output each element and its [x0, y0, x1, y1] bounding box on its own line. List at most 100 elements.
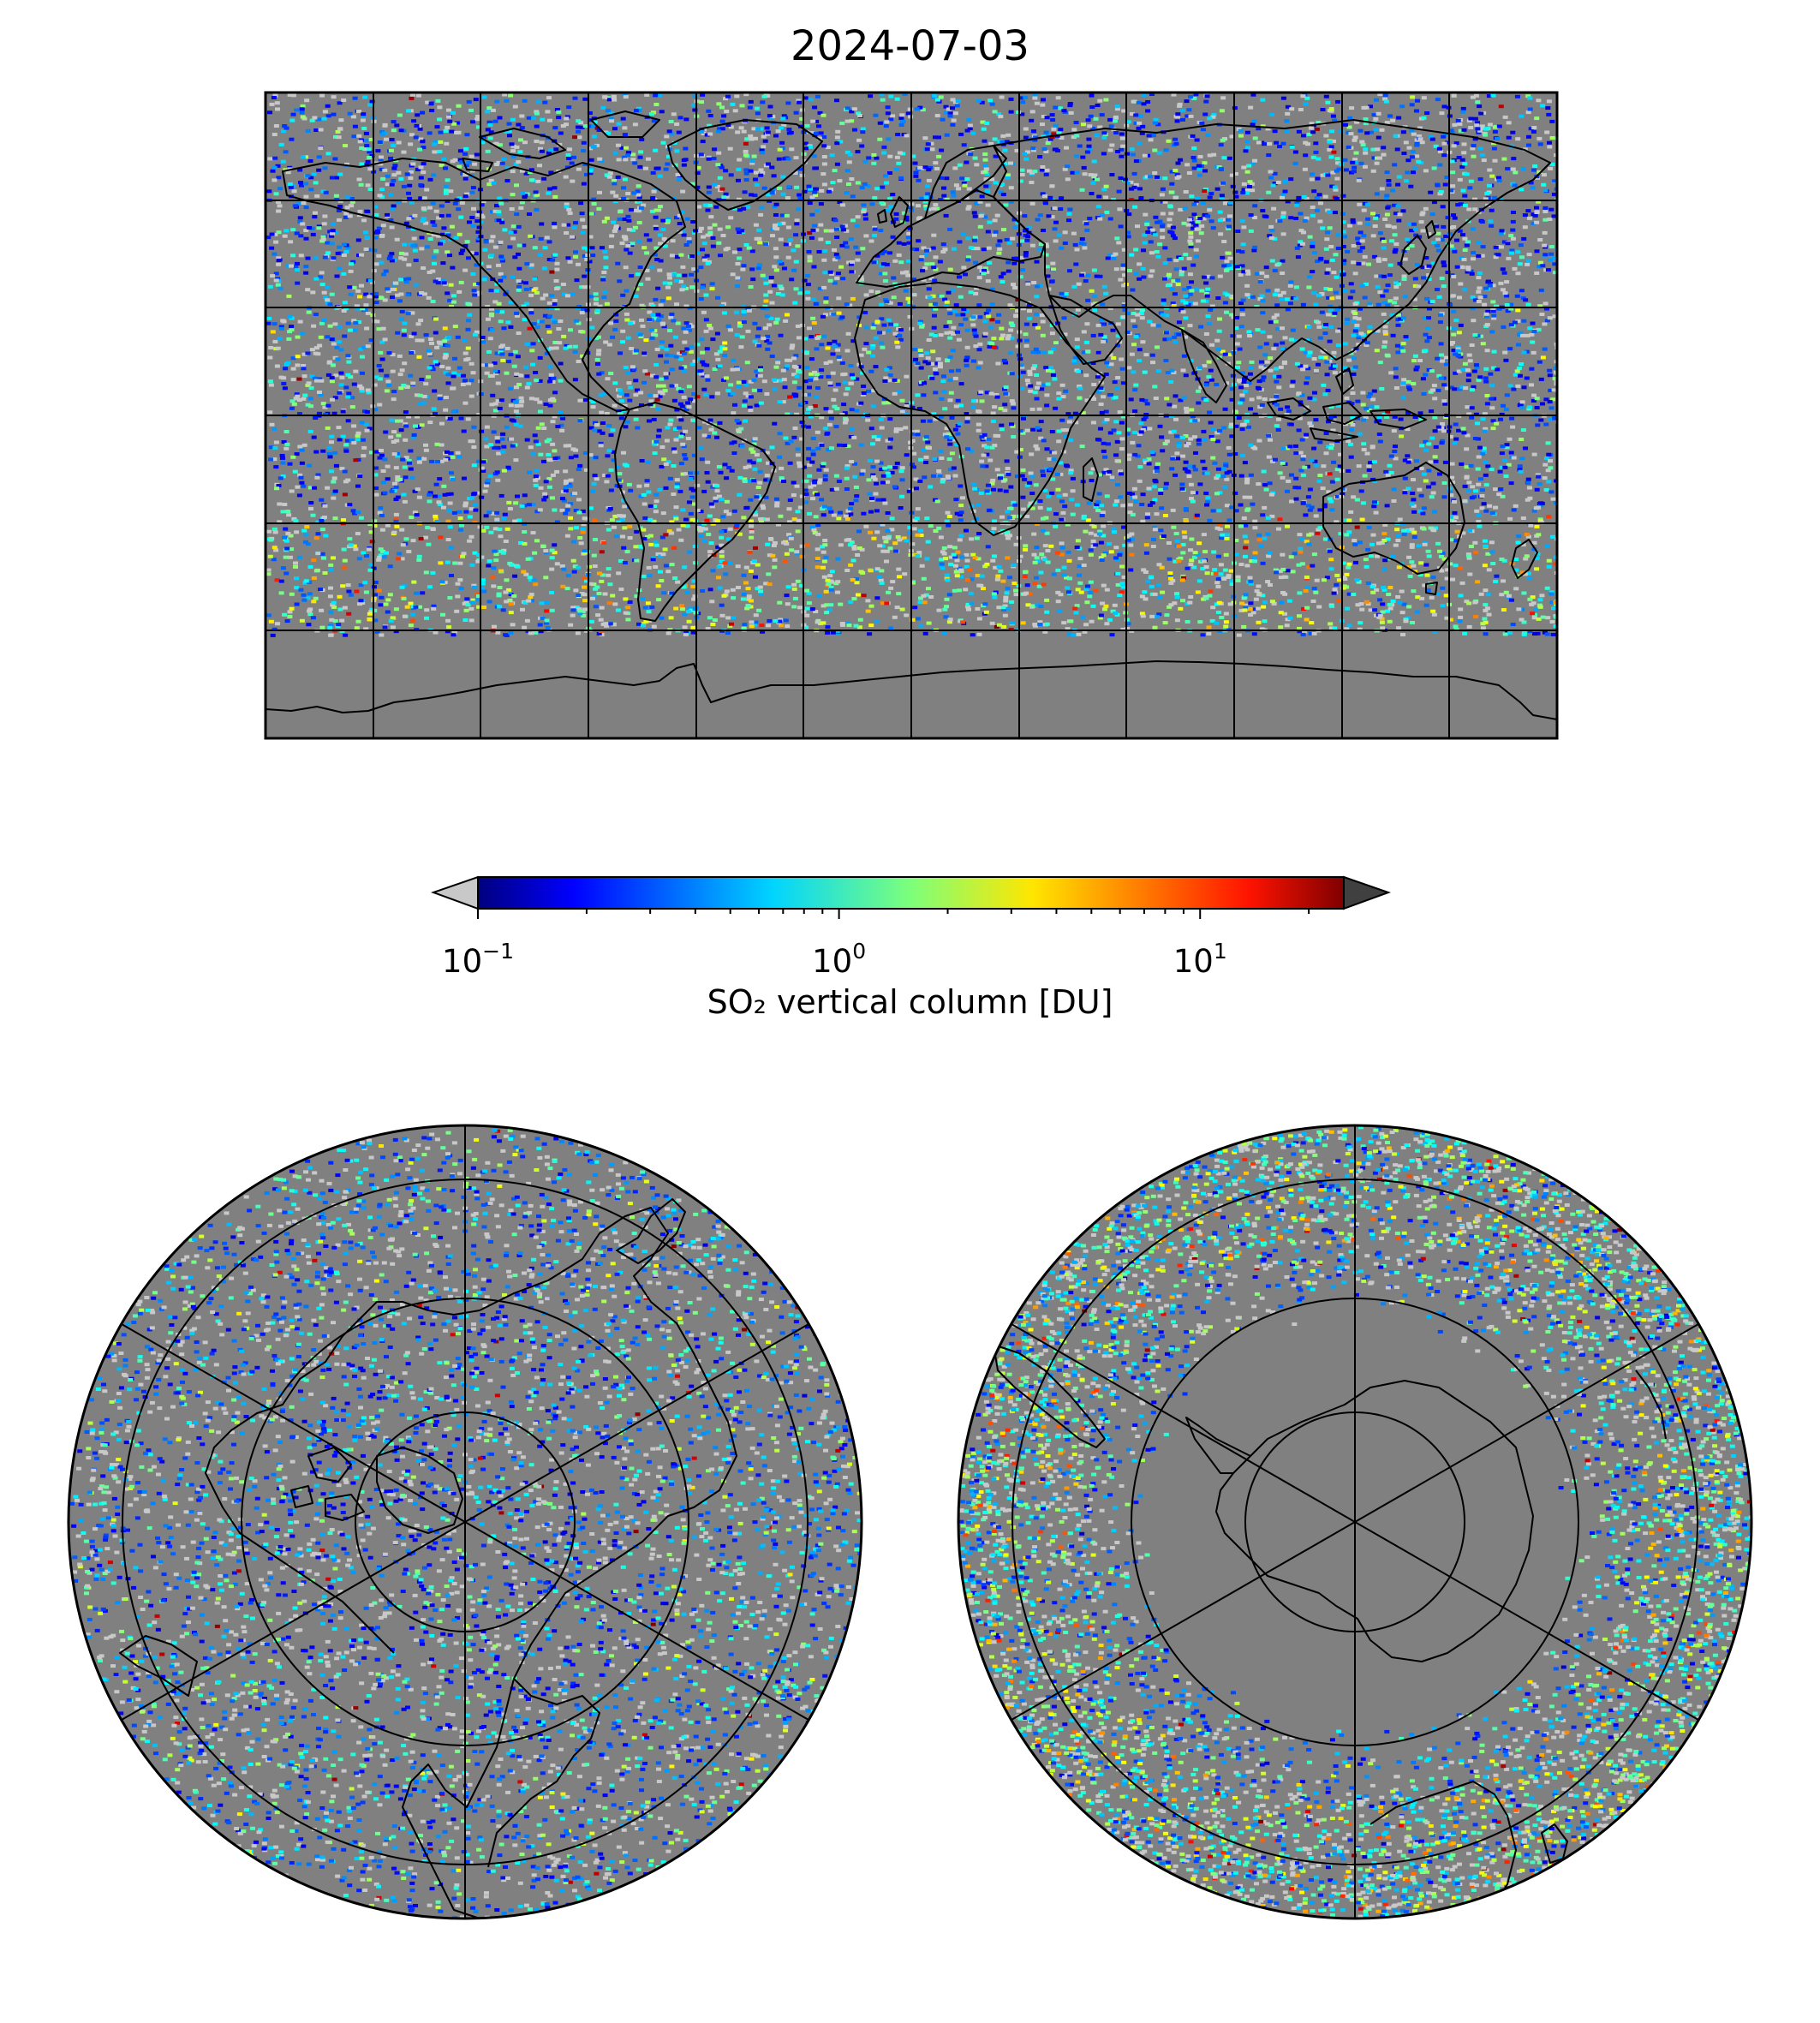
- so2-pixel: [479, 203, 485, 207]
- so2-pixel: [1013, 588, 1018, 593]
- so2-pixel: [1346, 592, 1352, 596]
- so2-pixel: [1147, 226, 1153, 230]
- so2-pixel: [758, 592, 764, 596]
- so2-pixel: [1506, 256, 1512, 260]
- so2-pixel: [276, 230, 282, 235]
- so2-pixel: [1004, 140, 1010, 144]
- so2-pixel: [501, 468, 507, 473]
- so2-pixel: [990, 411, 996, 415]
- so2-pixel: [1119, 136, 1125, 140]
- so2-pixel: [663, 376, 669, 380]
- so2-pixel: [389, 138, 395, 141]
- so2-pixel: [894, 606, 900, 610]
- so2-pixel: [470, 186, 476, 190]
- so2-pixel: [542, 313, 548, 318]
- so2-pixel: [1140, 519, 1146, 523]
- so2-pixel: [341, 98, 347, 102]
- so2-pixel: [989, 177, 995, 182]
- so2-pixel: [1468, 116, 1474, 121]
- so2-pixel: [588, 453, 594, 457]
- so2-pixel: [923, 455, 929, 459]
- so2-pixel: [849, 502, 855, 506]
- so2-pixel: [785, 441, 791, 445]
- so2-pixel: [1194, 513, 1200, 517]
- so2-pixel: [1379, 620, 1385, 624]
- so2-pixel: [1350, 220, 1356, 224]
- so2-pixel: [409, 215, 415, 219]
- so2-pixel: [1155, 254, 1161, 259]
- so2-pixel: [691, 392, 697, 396]
- so2-pixel: [1092, 308, 1098, 313]
- so2-pixel: [489, 403, 495, 407]
- so2-pixel: [844, 516, 850, 521]
- so2-pixel: [593, 421, 598, 425]
- so2-pixel: [1534, 206, 1539, 210]
- so2-pixel: [1377, 290, 1383, 295]
- so2-pixel: [280, 456, 285, 460]
- so2-pixel: [1470, 307, 1476, 311]
- so2-pixel: [468, 618, 474, 623]
- so2-pixel: [384, 373, 390, 378]
- so2-pixel: [1041, 115, 1047, 118]
- so2-pixel: [698, 266, 704, 270]
- so2-pixel: [977, 224, 983, 229]
- so2-pixel: [504, 346, 510, 350]
- so2-pixel: [411, 236, 417, 241]
- so2-pixel: [1085, 584, 1090, 588]
- so2-pixel: [582, 551, 588, 555]
- so2-pixel: [1203, 492, 1209, 495]
- so2-pixel: [880, 121, 886, 124]
- so2-pixel: [820, 550, 826, 554]
- so2-pixel: [709, 395, 715, 399]
- so2-pixel: [1180, 117, 1185, 122]
- so2-pixel: [964, 528, 969, 533]
- so2-pixel: [1406, 565, 1412, 569]
- so2-pixel: [1243, 603, 1249, 607]
- so2-pixel: [731, 451, 737, 455]
- so2-pixel: [1112, 603, 1118, 607]
- so2-pixel: [406, 458, 412, 462]
- so2-pixel: [498, 278, 504, 283]
- so2-pixel: [899, 398, 905, 403]
- so2-pixel: [1221, 240, 1227, 243]
- so2-pixel: [608, 468, 614, 472]
- so2-pixel: [1197, 173, 1202, 177]
- so2-pixel: [668, 343, 674, 348]
- so2-pixel: [648, 399, 654, 403]
- so2-pixel: [775, 361, 781, 365]
- so2-pixel: [1417, 134, 1423, 138]
- so2-pixel: [1466, 488, 1472, 492]
- so2-pixel: [1045, 382, 1051, 386]
- so2-pixel: [1543, 488, 1549, 492]
- so2-pixel: [355, 532, 361, 535]
- so2-pixel: [748, 99, 754, 104]
- so2-pixel: [1467, 572, 1473, 576]
- so2-pixel: [1544, 319, 1550, 323]
- so2-pixel: [726, 561, 732, 565]
- so2-pixel: [1216, 165, 1222, 169]
- so2-pixel: [1131, 370, 1137, 374]
- so2-pixel: [672, 335, 678, 339]
- so2-pixel: [501, 548, 507, 552]
- so2-pixel: [1019, 239, 1025, 243]
- so2-pixel: [603, 255, 609, 260]
- so2-pixel: [1312, 459, 1318, 463]
- so2-pixel: [1206, 360, 1212, 364]
- so2-pixel: [940, 117, 946, 122]
- so2-pixel: [677, 402, 683, 406]
- so2-pixel: [706, 190, 712, 194]
- so2-pixel: [1462, 631, 1468, 636]
- so2-pixel: [1316, 528, 1322, 532]
- so2-pixel: [433, 630, 439, 635]
- so2-pixel: [1330, 428, 1336, 433]
- so2-pixel: [820, 565, 826, 570]
- so2-pixel: [1417, 573, 1423, 577]
- so2-pixel: [1198, 231, 1204, 236]
- so2-pixel: [982, 164, 988, 168]
- so2-pixel: [675, 321, 681, 325]
- so2-pixel: [1125, 152, 1131, 156]
- so2-pixel: [1525, 333, 1531, 337]
- so2-pixel: [1475, 100, 1481, 104]
- so2-pixel: [1543, 397, 1549, 402]
- so2-pixel: [1066, 212, 1072, 216]
